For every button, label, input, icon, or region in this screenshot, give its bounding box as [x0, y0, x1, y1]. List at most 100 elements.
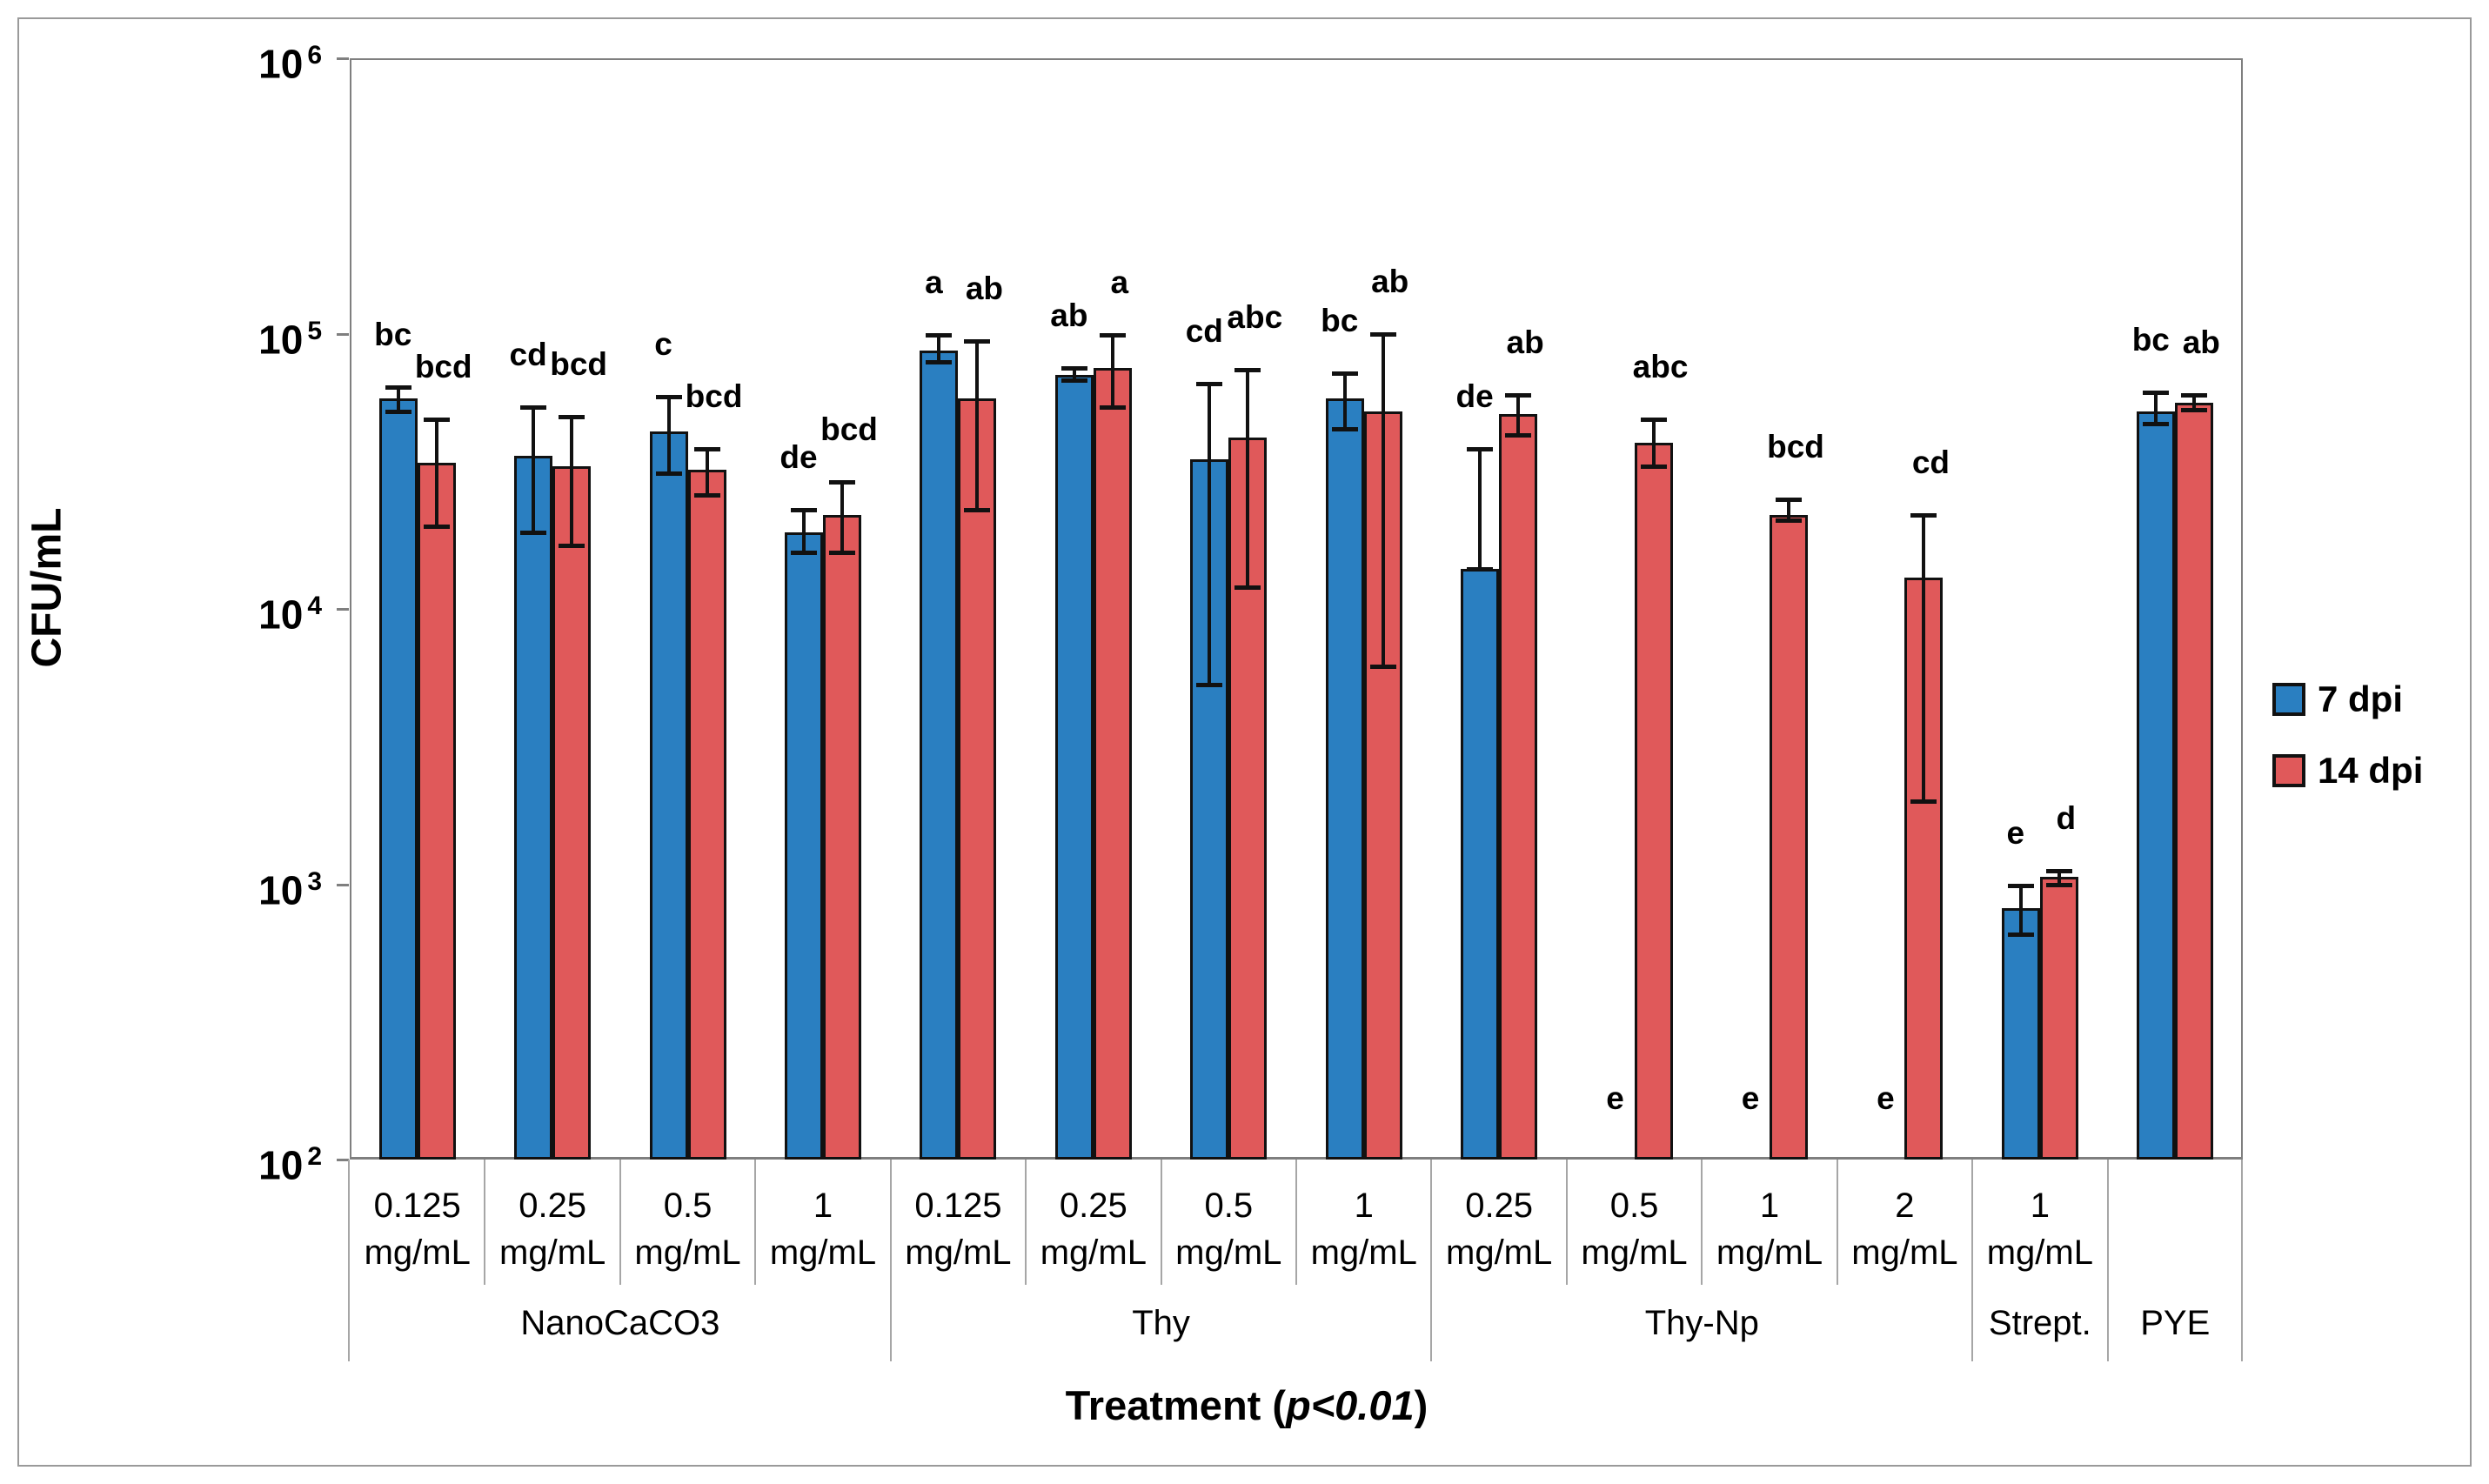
- y-tick-label: 10 6: [258, 41, 322, 87]
- y-axis-tick: [337, 608, 349, 611]
- x-category-label: 1 mg/mL: [769, 1187, 877, 1272]
- error-bar-cap-top: [1369, 331, 1396, 337]
- error-bar: [1246, 369, 1250, 587]
- significance-letter: bc: [1321, 302, 1359, 338]
- legend-swatch-14dpi: [2272, 754, 2305, 787]
- error-bar-cap-top: [1776, 498, 1802, 503]
- bar-7dpi: [920, 350, 959, 1160]
- error-bar-cap-bottom: [791, 551, 817, 556]
- error-bar-cap-bottom: [1331, 427, 1358, 432]
- x-axis-title: Treatment (p<0.01): [300, 1381, 2193, 1429]
- error-bar-cap-top: [385, 384, 411, 390]
- error-bar-cap-top: [1196, 381, 1223, 386]
- error-bar: [2154, 392, 2158, 424]
- x-group-label: Strept.: [1988, 1304, 2091, 1342]
- group-separator: [2106, 1160, 2109, 1361]
- significance-letter: ab: [965, 271, 1004, 306]
- error-bar: [570, 416, 574, 546]
- significance-letter: cd: [1911, 444, 1950, 480]
- significance-letter: e: [1606, 1080, 1624, 1116]
- bar-14dpi: [823, 514, 861, 1160]
- x-category-label: 1 mg/mL: [1716, 1187, 1823, 1272]
- error-bar-cap-top: [1467, 447, 1494, 452]
- x-axis-title-pvalue: p<0.01: [1286, 1382, 1415, 1428]
- error-bar-cap-bottom: [655, 471, 682, 477]
- bar-7dpi: [1461, 568, 1500, 1160]
- plot-area: [350, 58, 2243, 1160]
- error-bar-cap-top: [1331, 371, 1358, 376]
- bar-7dpi: [514, 455, 553, 1160]
- error-bar: [1651, 418, 1656, 466]
- y-tick-label: 10 3: [258, 866, 322, 912]
- group-separator: [1971, 1160, 1974, 1361]
- x-category-label: 0.5 mg/mL: [1175, 1187, 1282, 1272]
- x-group-label: PYE: [2140, 1304, 2211, 1342]
- category-separator: [619, 1160, 621, 1285]
- significance-letter: bcd: [820, 411, 878, 447]
- x-category-label: 0.125 mg/mL: [905, 1187, 1012, 1272]
- category-separator: [484, 1160, 486, 1285]
- x-category-label: 1 mg/mL: [1986, 1187, 2093, 1272]
- error-bar-cap-top: [1505, 392, 1532, 398]
- error-bar-cap-bottom: [1061, 378, 1087, 383]
- bar-14dpi: [958, 398, 997, 1160]
- error-bar-cap-bottom: [520, 530, 547, 535]
- bar-14dpi: [1634, 443, 1673, 1160]
- x-category-label: 0.5 mg/mL: [1581, 1187, 1688, 1272]
- bar-14dpi: [1499, 414, 1538, 1160]
- significance-letter: ab: [1506, 324, 1544, 360]
- error-bar-cap-top: [964, 339, 991, 344]
- bar-7dpi: [2137, 411, 2176, 1160]
- error-bar-cap-bottom: [2143, 422, 2170, 427]
- category-separator: [1295, 1160, 1297, 1285]
- error-bar: [802, 509, 806, 553]
- significance-letter: c: [654, 326, 672, 363]
- x-group-label: Thy-Np: [1644, 1304, 1759, 1342]
- x-group-label: Thy: [1132, 1304, 1190, 1342]
- error-bar-cap-bottom: [2045, 882, 2072, 887]
- error-bar-cap-top: [559, 414, 585, 419]
- significance-letter: bcd: [1767, 429, 1824, 465]
- error-bar-cap-bottom: [1640, 464, 1667, 469]
- error-bar-cap-top: [1640, 417, 1667, 422]
- significance-letter: d: [2056, 799, 2077, 836]
- error-bar: [1478, 449, 1482, 569]
- significance-letter: a: [925, 264, 943, 300]
- legend: 7 dpi 14 dpi: [2272, 678, 2423, 821]
- legend-label-7dpi: 7 dpi: [2318, 678, 2404, 719]
- error-bar-cap-bottom: [829, 551, 855, 556]
- error-bar: [1516, 394, 1521, 435]
- error-bar-cap-bottom: [1910, 799, 1937, 805]
- bar-14dpi: [417, 462, 456, 1160]
- error-bar: [705, 449, 709, 495]
- group-separator: [2241, 1160, 2243, 1361]
- y-axis-title: CFU/mL: [23, 507, 70, 668]
- significance-letter: bc: [374, 316, 412, 352]
- error-bar-cap-top: [829, 479, 855, 485]
- category-separator: [1025, 1160, 1027, 1285]
- error-bar: [1381, 333, 1385, 666]
- error-bar: [532, 407, 536, 532]
- error-bar-cap-bottom: [1467, 566, 1494, 572]
- error-bar-cap-bottom: [2007, 932, 2034, 937]
- error-bar-cap-bottom: [964, 507, 991, 512]
- bar-14dpi: [2039, 877, 2078, 1160]
- x-category-label: 0.25 mg/mL: [499, 1187, 606, 1272]
- error-bar-cap-top: [520, 405, 547, 411]
- category-separator: [1836, 1160, 1838, 1285]
- error-bar: [434, 418, 438, 526]
- significance-letter: ab: [1050, 297, 1088, 334]
- x-category-label: 0.5 mg/mL: [634, 1187, 741, 1272]
- error-bar: [1787, 499, 1790, 520]
- bar-14dpi: [1770, 514, 1808, 1160]
- error-bar-cap-bottom: [693, 492, 720, 498]
- significance-letter: abc: [1632, 348, 1689, 384]
- legend-item-14dpi: 14 dpi: [2272, 750, 2423, 792]
- error-bar: [1208, 383, 1212, 685]
- error-bar: [1110, 334, 1114, 408]
- category-separator: [1160, 1160, 1162, 1285]
- x-category-label: 0.25 mg/mL: [1040, 1187, 1147, 1272]
- significance-letter: de: [779, 438, 818, 475]
- error-bar-cap-top: [1234, 367, 1261, 372]
- x-category-label: 1 mg/mL: [1310, 1187, 1417, 1272]
